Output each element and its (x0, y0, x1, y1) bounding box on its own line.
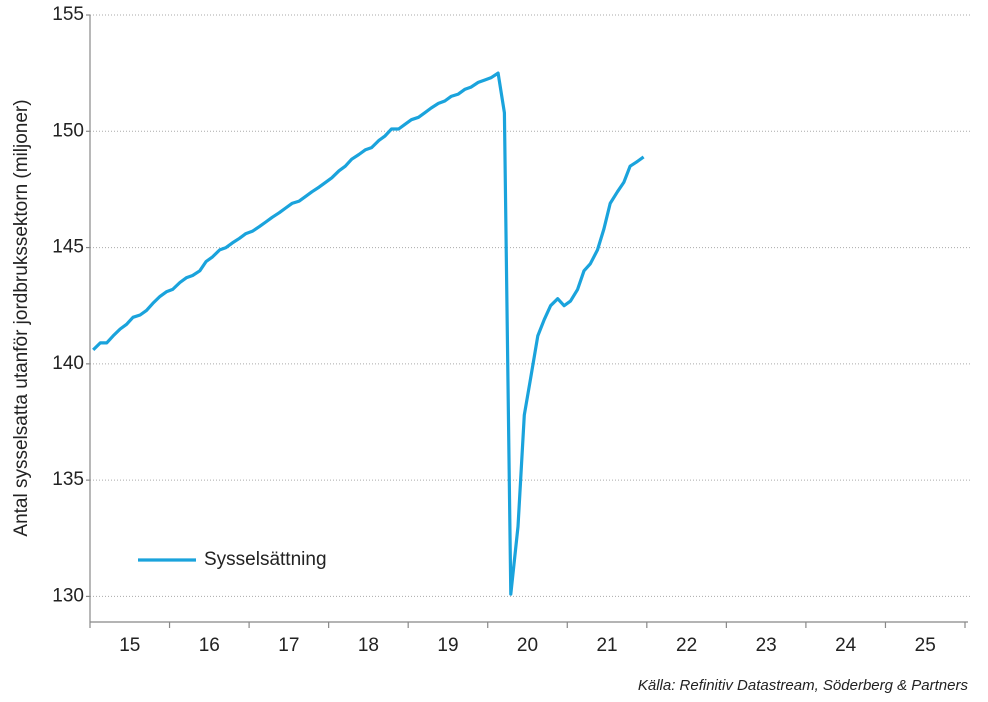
x-tick-label: 17 (278, 635, 299, 656)
y-axis-label: Antal sysselsatta utanför jordbrukssekto… (11, 99, 32, 536)
line-series (92, 71, 645, 596)
y-tick-label: 140 (52, 353, 84, 374)
x-tick-label: 15 (119, 635, 140, 656)
x-tick-label: 16 (199, 635, 220, 656)
x-tick-label: 23 (756, 635, 777, 656)
x-tick-label: 25 (915, 635, 936, 656)
x-tick-label: 21 (596, 635, 617, 656)
x-tick-label: 18 (358, 635, 379, 656)
y-tick-label: 155 (52, 4, 84, 25)
y-tick-label: 135 (52, 469, 84, 490)
x-tick-label: 24 (835, 635, 857, 656)
y-tick-label: 145 (52, 237, 84, 258)
x-tick-label: 19 (437, 635, 458, 656)
x-tick-label: 22 (676, 635, 697, 656)
y-tick-label: 150 (52, 120, 84, 141)
x-tick-label: 20 (517, 635, 538, 656)
y-tick-label: 130 (52, 585, 84, 606)
source-note: Källa: Refinitiv Datastream, Söderberg &… (638, 677, 969, 694)
legend-label: Sysselsättning (204, 549, 327, 570)
